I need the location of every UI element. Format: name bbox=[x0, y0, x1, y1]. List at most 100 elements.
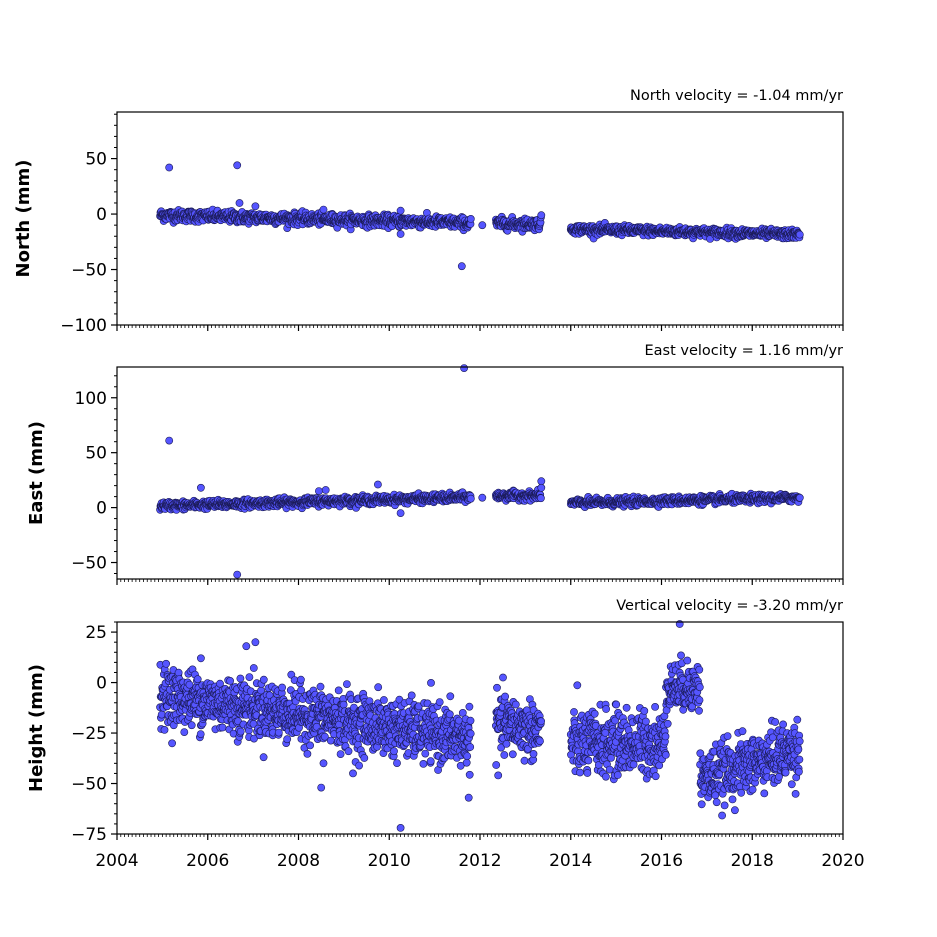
height-data-point bbox=[497, 743, 505, 752]
height-data-point bbox=[342, 680, 351, 688]
height-data-point bbox=[162, 659, 170, 668]
height-data-point bbox=[174, 668, 183, 677]
height-data-point bbox=[456, 761, 465, 770]
height-data-point bbox=[379, 696, 388, 704]
north-points bbox=[156, 161, 804, 271]
height-data-point bbox=[320, 732, 329, 741]
height-data-point bbox=[465, 702, 474, 711]
height-data-point bbox=[339, 700, 348, 709]
height-data-point bbox=[355, 761, 363, 770]
height-data-point bbox=[493, 683, 501, 692]
north-outlier-point bbox=[478, 221, 487, 230]
height-data-point bbox=[187, 721, 196, 730]
east-outlier-point bbox=[165, 436, 174, 445]
north-outlier-point bbox=[235, 199, 244, 207]
east-y-tick-label: 0 bbox=[96, 499, 107, 519]
height-data-point bbox=[297, 686, 305, 695]
east-velocity-label: East velocity = 1.16 mm/yr bbox=[644, 343, 843, 359]
north-data-point bbox=[795, 230, 804, 239]
height-data-point bbox=[463, 752, 472, 760]
height-data-point bbox=[250, 734, 258, 743]
height-data-point bbox=[236, 727, 245, 736]
east-outlier-point bbox=[196, 483, 205, 492]
height-data-point bbox=[168, 739, 176, 748]
height-data-point bbox=[421, 749, 430, 758]
height-data-point bbox=[185, 680, 194, 689]
height-data-point bbox=[390, 747, 398, 756]
height-data-point bbox=[196, 730, 205, 738]
north-y-tick-label: −100 bbox=[60, 316, 107, 336]
height-data-point bbox=[274, 728, 283, 737]
east-outlier-point bbox=[373, 480, 382, 489]
height-data-point bbox=[216, 679, 224, 688]
height-data-point bbox=[465, 770, 474, 779]
height-velocity-label: Vertical velocity = -3.20 mm/yr bbox=[616, 598, 843, 614]
north-outlier-point bbox=[457, 262, 466, 271]
east-data-point bbox=[795, 493, 804, 502]
height-data-point bbox=[360, 754, 369, 762]
height-data-point bbox=[446, 692, 455, 701]
north-outlier-point bbox=[251, 202, 260, 211]
height-points bbox=[156, 620, 804, 832]
east-outlier-point bbox=[314, 487, 323, 495]
height-data-point bbox=[393, 759, 401, 767]
height-data-point bbox=[529, 750, 538, 758]
height-data-point bbox=[249, 664, 258, 672]
height-data-point bbox=[511, 700, 520, 709]
height-data-point bbox=[226, 677, 234, 685]
height-data-point bbox=[278, 683, 286, 692]
height-data-point bbox=[466, 716, 475, 725]
height-data-point bbox=[445, 710, 454, 719]
north-outlier-point bbox=[396, 230, 405, 238]
north-outlier-point bbox=[233, 161, 242, 170]
height-data-point bbox=[326, 736, 335, 745]
height-data-point bbox=[193, 675, 202, 684]
height-data-point bbox=[296, 675, 305, 684]
height-data-point bbox=[316, 682, 325, 691]
height-data-point bbox=[508, 750, 517, 759]
height-data-point bbox=[180, 728, 189, 736]
east-outlier-point bbox=[321, 486, 330, 494]
east-points bbox=[156, 364, 804, 579]
height-data-point bbox=[157, 710, 166, 719]
east-outlier-point bbox=[537, 483, 546, 492]
north-y-tick-label: 50 bbox=[85, 150, 107, 170]
height-data-point bbox=[435, 698, 444, 706]
height-data-point bbox=[500, 751, 509, 759]
east-y-axis-label: East (mm) bbox=[26, 421, 47, 525]
height-data-point bbox=[419, 760, 428, 768]
north-y-axis-label: North (mm) bbox=[13, 160, 34, 278]
height-data-point bbox=[336, 750, 345, 758]
east-outlier-point bbox=[537, 477, 546, 486]
east-outlier-point bbox=[233, 570, 242, 579]
height-data-point bbox=[303, 750, 312, 758]
north-y-tick-label: −50 bbox=[71, 261, 107, 281]
east-panel: East velocity = 1.16 mm/yr East (mm) 100… bbox=[26, 343, 844, 585]
north-outlier-point bbox=[165, 163, 174, 172]
height-data-point bbox=[160, 726, 169, 734]
height-data-point bbox=[492, 761, 501, 769]
east-y-tick-label: −50 bbox=[71, 554, 107, 574]
east-y-tick-label: 50 bbox=[85, 444, 107, 464]
north-velocity-label: North velocity = -1.04 mm/yr bbox=[630, 88, 843, 104]
height-data-point bbox=[259, 753, 268, 762]
height-data-point bbox=[374, 683, 383, 692]
north-y-tick-label: 0 bbox=[96, 205, 107, 225]
north-outlier-point bbox=[396, 206, 405, 215]
height-data-point bbox=[466, 743, 475, 751]
height-data-point bbox=[407, 691, 416, 700]
height-data-point bbox=[466, 729, 475, 738]
east-data-point bbox=[537, 494, 545, 503]
height-data-point bbox=[236, 674, 245, 683]
height-data-point bbox=[334, 686, 343, 695]
east-outlier-point bbox=[460, 364, 468, 372]
height-data-point bbox=[501, 692, 509, 701]
height-data-point bbox=[462, 758, 471, 767]
height-data-point bbox=[283, 735, 292, 744]
height-data-point bbox=[520, 756, 529, 765]
east-outlier-point bbox=[396, 509, 405, 517]
north-data-point bbox=[466, 214, 475, 223]
height-data-point bbox=[344, 747, 353, 756]
east-plot-frame bbox=[116, 366, 844, 580]
